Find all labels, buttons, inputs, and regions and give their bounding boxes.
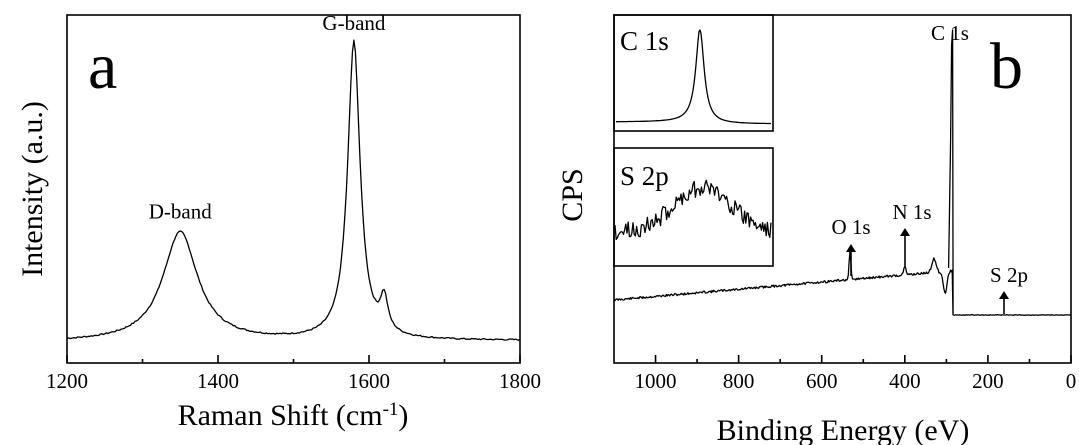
panel-b-x-tick-label: 200 bbox=[972, 369, 1004, 393]
panel-a-y-axis-title: Intensity (a.u.) bbox=[16, 101, 49, 277]
inset-c1s-line bbox=[616, 29, 771, 125]
panel-a-x-tick-label: 1600 bbox=[348, 369, 390, 393]
panel-b-x-tick-label: 1000 bbox=[635, 369, 677, 393]
inset-s2p-line bbox=[614, 179, 772, 241]
panel-a-letter: a bbox=[88, 30, 117, 103]
panel-b-arrowhead-s2p bbox=[999, 291, 1009, 299]
panel-a-peak-labels: D-band G-band bbox=[149, 11, 386, 224]
panel-a-plot-frame bbox=[66, 14, 521, 364]
inset-c1s: C 1s bbox=[613, 14, 774, 132]
panel-b-x-tick-label: 600 bbox=[806, 369, 838, 393]
panel-a-x-ticks bbox=[66, 355, 521, 363]
panel-a-x-tick-labels: 1200 1400 1600 1800 bbox=[46, 369, 541, 393]
panel-b-arrowhead-n1s bbox=[900, 228, 910, 236]
panel-a-peak-label-g-band: G-band bbox=[322, 11, 385, 35]
inset-s2p-label: S 2p bbox=[620, 161, 669, 191]
panel-a-peak-label-d-band: D-band bbox=[149, 200, 212, 224]
inset-s2p: S 2p bbox=[613, 147, 774, 267]
panel-a-x-axis-title-superscript: -1 bbox=[383, 399, 399, 420]
panel-b-x-tick-label: 0 bbox=[1066, 369, 1077, 393]
panel-a-x-tick-label: 1400 bbox=[197, 369, 239, 393]
panel-b-x-tick-labels: 1000 800 600 400 200 0 bbox=[635, 369, 1077, 393]
panel-a: 1200 1400 1600 1800 D-band G-band a Raman Sh… bbox=[16, 11, 541, 432]
panel-b-x-ticks bbox=[654, 355, 1072, 363]
panel-b-arrowhead-o1s bbox=[846, 244, 856, 252]
inset-c1s-label: C 1s bbox=[620, 26, 669, 56]
panel-a-raman-spectrum-line bbox=[66, 39, 521, 341]
panel-b-x-tick-label: 800 bbox=[723, 369, 755, 393]
panel-a-x-axis-title-main: Raman Shift (cm bbox=[178, 399, 383, 432]
panel-a-x-axis-title-close: ) bbox=[398, 399, 408, 432]
panel-b-y-axis-title: CPS bbox=[556, 168, 589, 221]
panel-b: 1000 800 600 400 200 0 C 1s O 1s N 1s S 2p b C 1… bbox=[556, 14, 1077, 445]
panel-a-x-tick-label: 1200 bbox=[46, 369, 88, 393]
panel-a-x-tick-label: 1800 bbox=[499, 369, 541, 393]
panel-b-xps-survey-line bbox=[613, 29, 1072, 316]
panel-b-x-tick-label: 400 bbox=[889, 369, 921, 393]
panel-b-x-axis-title: Binding Energy (eV) bbox=[717, 414, 970, 445]
panel-b-peak-annotations: C 1s O 1s N 1s S 2p bbox=[831, 21, 1028, 314]
panel-b-peak-label-o1s: O 1s bbox=[831, 215, 870, 239]
panel-b-peak-label-s2p: S 2p bbox=[990, 263, 1028, 287]
panel-a-x-axis-title: Raman Shift (cm-1) bbox=[178, 399, 409, 433]
inset-s2p-frame bbox=[613, 147, 774, 267]
panel-b-peak-label-n1s: N 1s bbox=[892, 200, 931, 224]
panel-b-peak-label-c1s: C 1s bbox=[931, 21, 969, 45]
inset-c1s-frame bbox=[613, 14, 774, 132]
panel-b-letter: b bbox=[990, 30, 1023, 103]
